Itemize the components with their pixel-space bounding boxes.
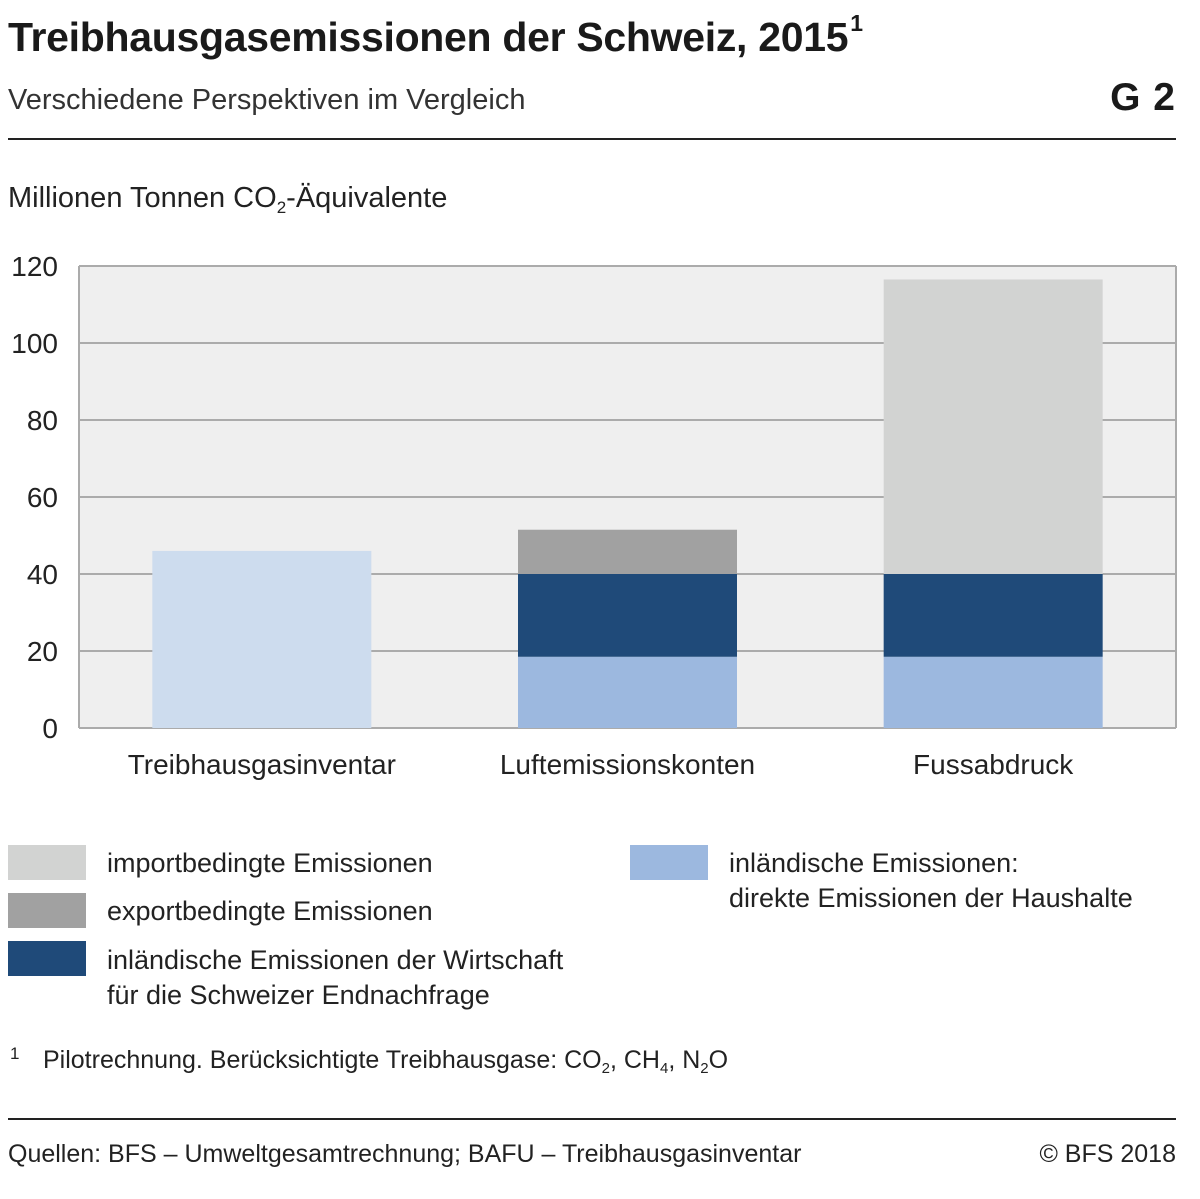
legend-label-export: exportbedingte Emissionen [107, 894, 433, 929]
footnote-mark: 1 [10, 1044, 20, 1063]
stacked-bar-chart: 0 20 40 60 80 100 120 Treibhausgasinventar Lufte… [11, 251, 1177, 780]
footnote-sep2: , N [668, 1046, 701, 1074]
bar-fussabdruck-series-1 [883, 656, 1103, 728]
legend-swatch-households [630, 845, 708, 880]
bar-luftemissionskonten-series-1 [518, 656, 737, 728]
footnote-text: Pilotrechnung. Berücksichtigte Treibhaus… [43, 1046, 602, 1074]
footnote: Pilotrechnung. Berücksichtigte Treibhaus… [43, 1046, 728, 1077]
chart-title-text: Treibhausgasemissionen der Schweiz, 2015 [8, 14, 849, 60]
x-tick-label-0: Treibhausgasinventar [128, 749, 396, 780]
copyright-note: © BFS 2018 [1039, 1140, 1176, 1168]
bar-luftemissionskonten-series-2 [518, 574, 737, 657]
legend-swatch-import [8, 845, 86, 880]
legend-swatch-export [8, 893, 86, 928]
bar-fussabdruck-series-2 [883, 574, 1103, 657]
y-tick-label-0: 0 [42, 713, 58, 744]
x-tick-label-1: Luftemissionskonten [500, 749, 755, 780]
y-tick-label-20: 20 [27, 636, 58, 667]
footnote-ch4-sub: 4 [659, 1060, 669, 1077]
sources-note: Quellen: BFS – Umweltgesamtrechnung; BAF… [8, 1140, 802, 1168]
footnote-sep1: , CH [609, 1046, 660, 1074]
legend-label-import: importbedingte Emissionen [107, 846, 433, 881]
footnote-co2-sub: 2 [601, 1060, 610, 1077]
y-tick-label-80: 80 [27, 405, 58, 436]
unit-text-before: Millionen Tonnen CO [8, 182, 277, 214]
y-axis-unit-label: Millionen Tonnen CO2-Äquivalente [8, 182, 447, 218]
graphic-id: G 2 [1110, 76, 1176, 119]
title-footnote-ref: 1 [850, 10, 863, 36]
legend-label-economy-line2: für die Schweizer Endnachfrage [107, 980, 490, 1010]
legend-label-households-line1: inländische Emissionen: [729, 848, 1019, 878]
bar-treibhausgasinventar-series-0 [152, 550, 372, 728]
x-tick-label-2: Fussabdruck [913, 749, 1074, 780]
y-tick-label-120: 120 [11, 251, 58, 282]
footer-rule [8, 1118, 1176, 1120]
y-tick-label-60: 60 [27, 482, 58, 513]
legend-label-import-line1: importbedingte Emissionen [107, 848, 433, 878]
legend-label-households-line2: direkte Emissionen der Haushalte [729, 883, 1133, 913]
y-tick-label-100: 100 [11, 328, 58, 359]
bar-luftemissionskonten-series-3 [518, 529, 737, 574]
legend-label-export-line1: exportbedingte Emissionen [107, 896, 433, 926]
legend-label-economy-line1: inländische Emissionen der Wirtschaft [107, 945, 564, 975]
unit-subscript: 2 [276, 198, 287, 217]
bar-fussabdruck-series-4 [883, 279, 1103, 574]
footnote-text-end: O [708, 1046, 729, 1074]
unit-text-after: -Äquivalente [286, 182, 448, 214]
header-rule [8, 138, 1176, 140]
legend-label-households: inländische Emissionen: direkte Emissione… [729, 846, 1133, 916]
legend-label-economy: inländische Emissionen der Wirtschaft für… [107, 943, 563, 1013]
footnote-n2o-sub: 2 [700, 1060, 709, 1077]
y-tick-label-40: 40 [27, 559, 58, 590]
chart-title: Treibhausgasemissionen der Schweiz, 2015… [8, 10, 863, 61]
legend-swatch-economy [8, 941, 86, 976]
chart-subtitle: Verschiedene Perspektiven im Vergleich [8, 84, 526, 116]
